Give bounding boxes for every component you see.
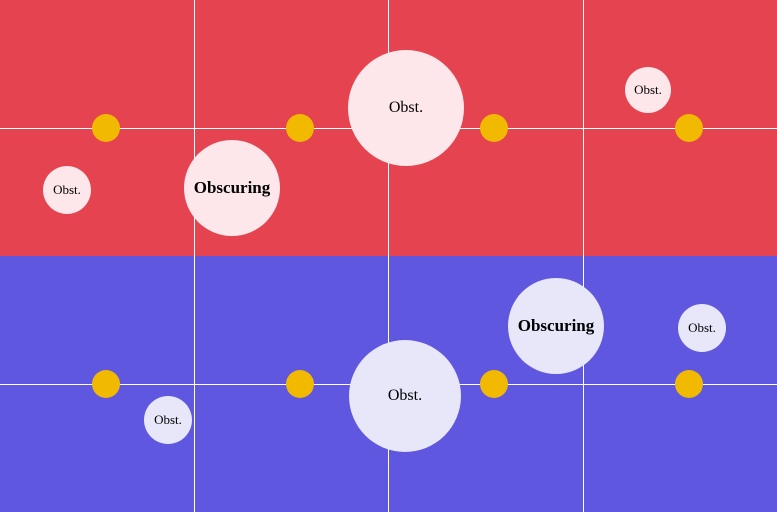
- obscuring-circle: Obscuring: [508, 278, 604, 374]
- marker-dot: [675, 370, 703, 398]
- marker-dot: [480, 114, 508, 142]
- obstacle-circle: Obst.: [43, 166, 91, 214]
- obstacle-label: Obst.: [688, 321, 716, 336]
- obstacle-label: Obst.: [53, 183, 81, 198]
- obscuring-circle: Obscuring: [184, 140, 280, 236]
- obstacle-circle: Obst.: [625, 67, 671, 113]
- obstacle-circle: Obst.: [349, 340, 461, 452]
- obstacle-circle: Obst.: [348, 50, 464, 166]
- marker-dot: [286, 370, 314, 398]
- obstacle-circle: Obst.: [144, 396, 192, 444]
- obscuring-label: Obscuring: [194, 178, 271, 198]
- obstacle-label: Obst.: [634, 83, 662, 98]
- marker-dot: [92, 114, 120, 142]
- marker-dot: [92, 370, 120, 398]
- obstacle-label: Obst.: [389, 99, 423, 117]
- gridline-v: [583, 0, 584, 256]
- obstacle-label: Obst.: [154, 413, 182, 428]
- gridline-v: [194, 256, 195, 512]
- marker-dot: [480, 370, 508, 398]
- obstacle-circle: Obst.: [678, 304, 726, 352]
- marker-dot: [675, 114, 703, 142]
- obscuring-label: Obscuring: [518, 316, 595, 336]
- panel-bottom: Obst. Obst. Obscuring Obst.: [0, 256, 777, 512]
- marker-dot: [286, 114, 314, 142]
- panel-top: Obst. Obscuring Obst. Obst.: [0, 0, 777, 256]
- obstacle-label: Obst.: [388, 387, 422, 405]
